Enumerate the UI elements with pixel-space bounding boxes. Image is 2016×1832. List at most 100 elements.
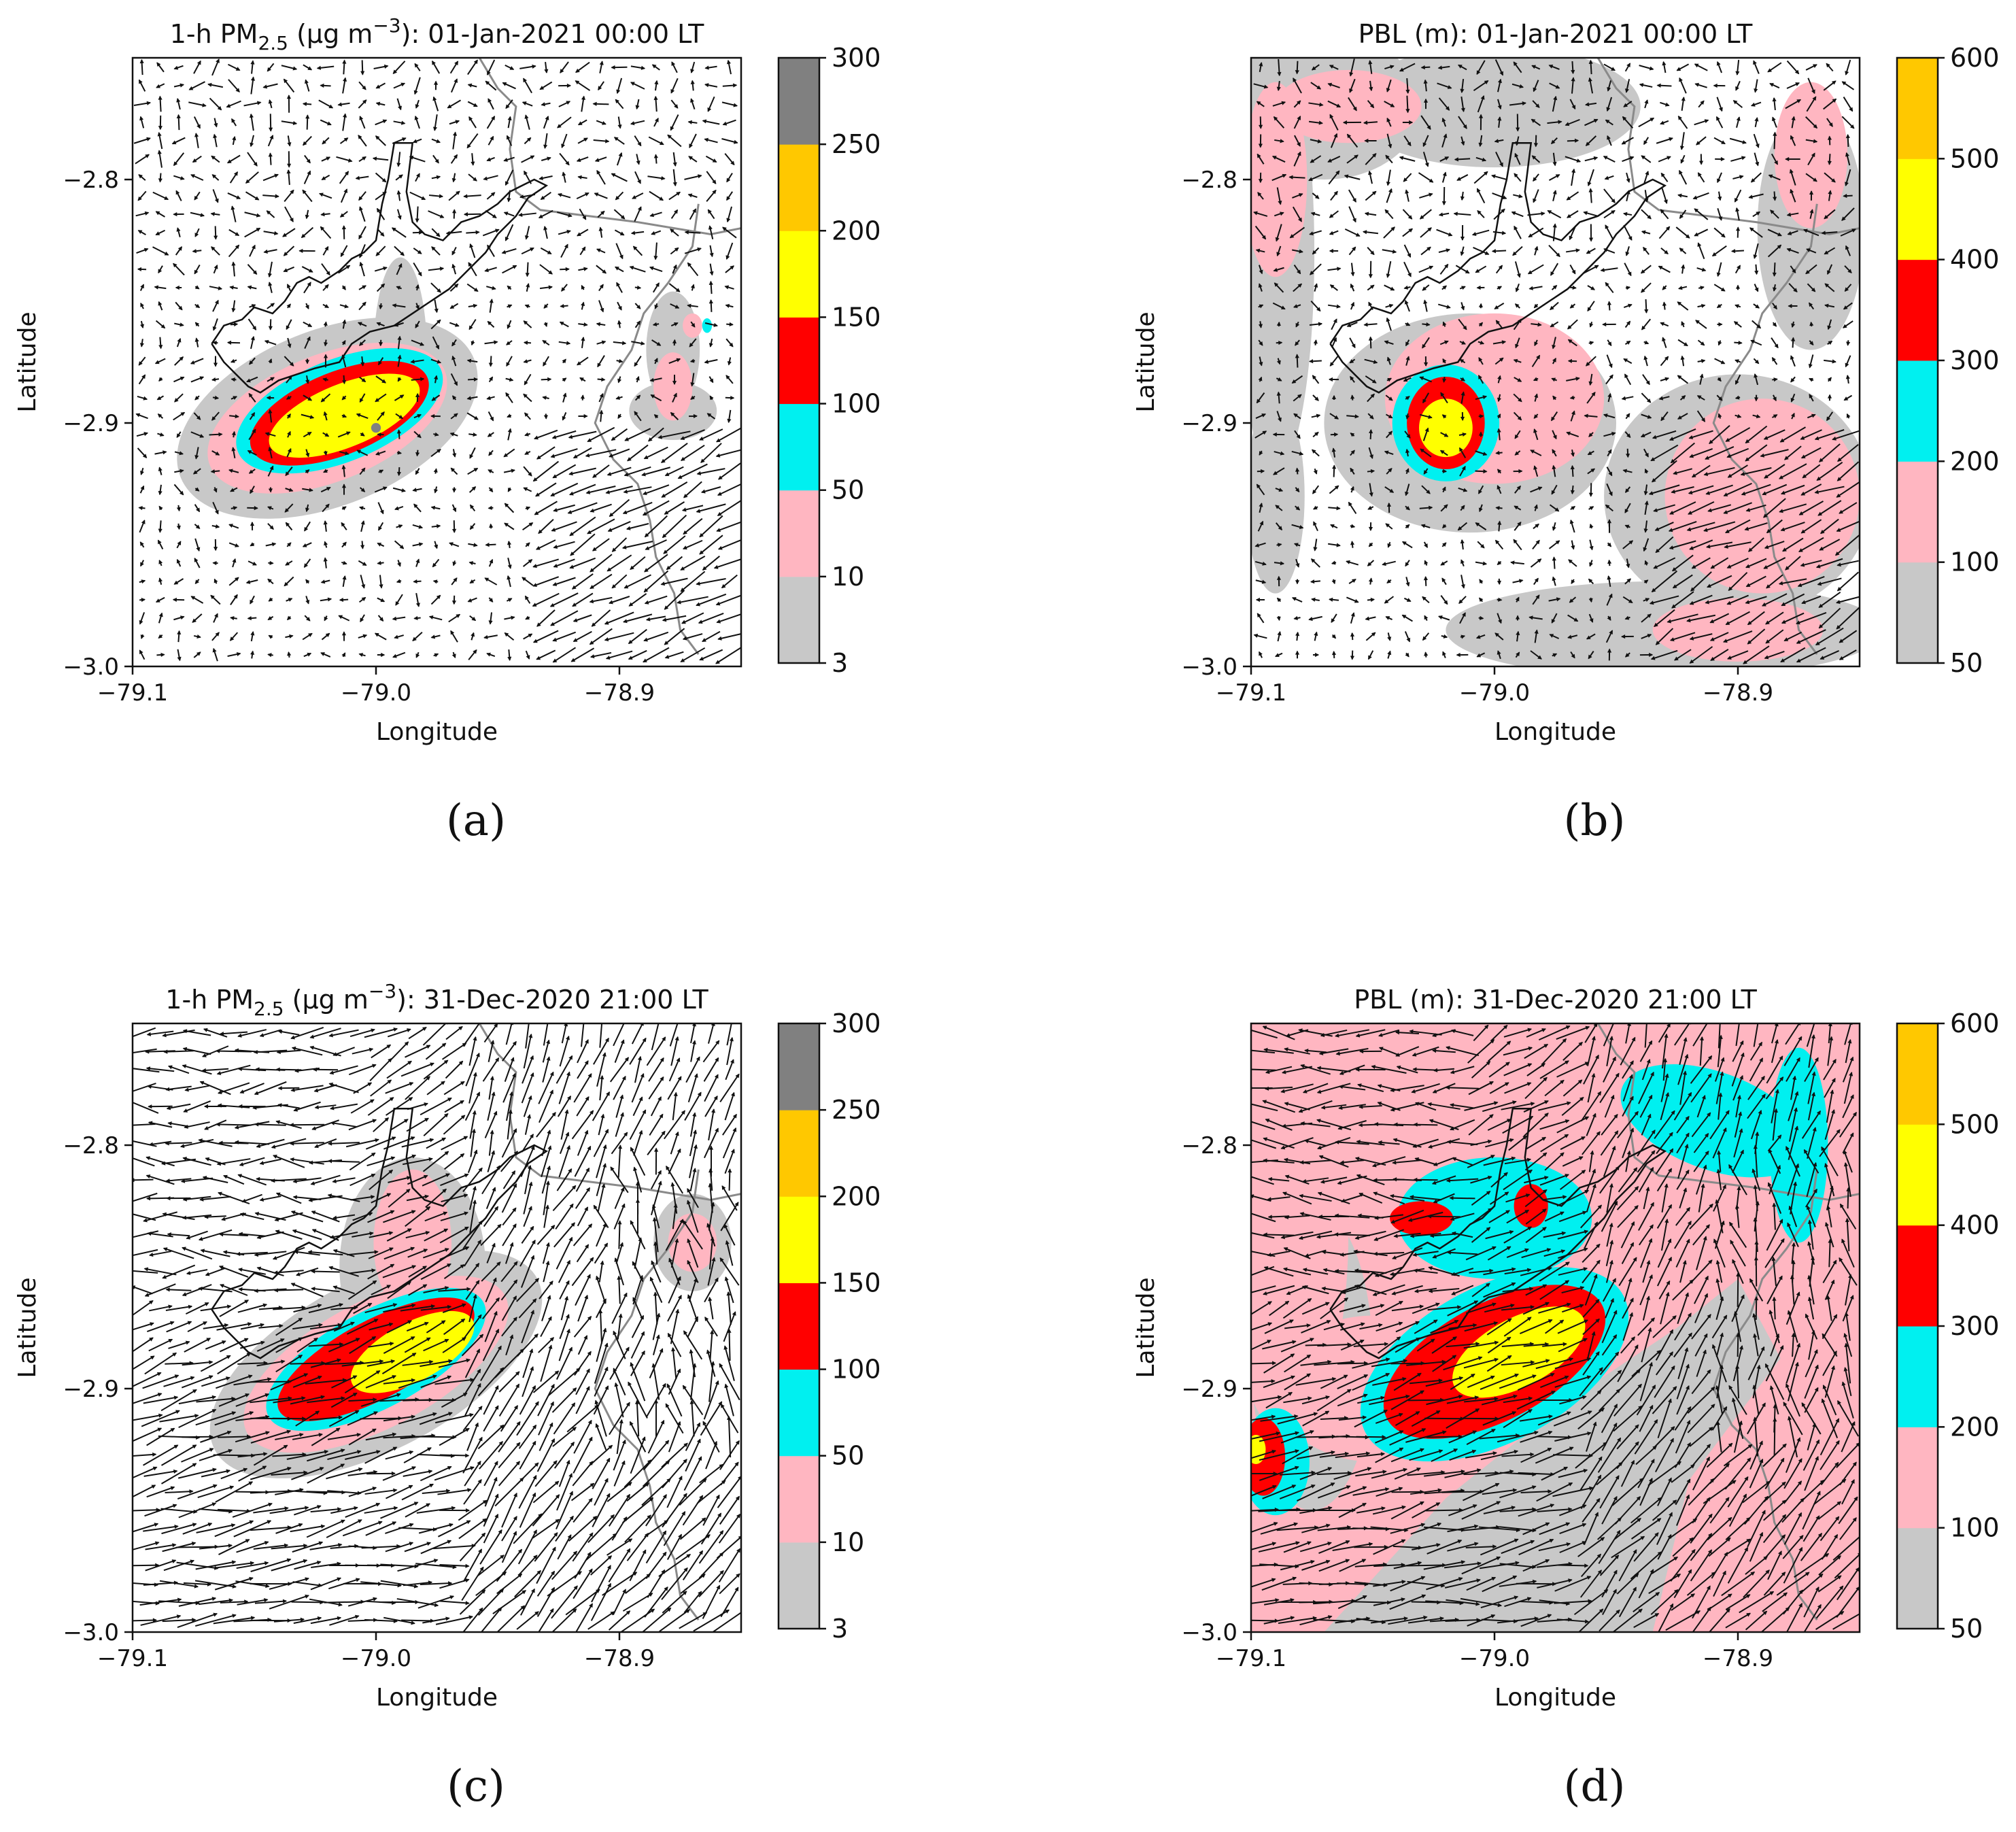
y-tick-label: −2.8 xyxy=(1181,1132,1237,1159)
contour-region xyxy=(1397,1157,1592,1279)
y-axis-label: Latitude xyxy=(14,311,41,412)
colorbar-tick-label: 100 xyxy=(1950,547,2000,577)
panel-a-chart: −79.1 −79.0 −78.9 −3.0 −2.9 −2.8 Longitude Lati… xyxy=(14,14,881,746)
contour-region xyxy=(1419,398,1473,458)
y-tick-label: −3.0 xyxy=(63,654,119,681)
field-layer xyxy=(133,58,741,664)
colorbar-segment xyxy=(1897,1225,1938,1327)
city-outline xyxy=(1329,1108,1667,1359)
x-tick-label: −78.9 xyxy=(1703,679,1773,707)
colorbar-tick-label: 50 xyxy=(1950,1614,1983,1644)
contour-region xyxy=(1786,1389,1860,1584)
city-outline xyxy=(1329,142,1667,394)
city-outline xyxy=(211,142,549,394)
y-tick-label: −2.8 xyxy=(63,1132,119,1159)
x-tick-label: −79.1 xyxy=(1216,1645,1286,1672)
y-tick-label: −2.9 xyxy=(63,410,119,437)
panel-title: 1-h PM2.5 (µg m−3): 01-Jan-2021 00:00 LT xyxy=(170,14,704,54)
panel-title: PBL (m): 31-Dec-2020 21:00 LT xyxy=(1354,985,1757,1015)
y-axis-label: Latitude xyxy=(1132,1277,1160,1378)
colorbar-tick-label: 400 xyxy=(1950,245,2000,275)
colorbar-tick-label: 100 xyxy=(832,389,881,419)
plot-frame xyxy=(1250,1022,1861,1633)
contour-region xyxy=(702,318,713,333)
colorbar-frame xyxy=(777,56,821,664)
colorbar-segment xyxy=(1897,1326,1938,1427)
contour-region xyxy=(1664,398,1860,594)
y-tick-label: −3.0 xyxy=(63,1619,119,1646)
colorbar-segment xyxy=(1897,1023,1938,1125)
colorbar-segment xyxy=(1897,360,1938,462)
colorbar-segment xyxy=(779,144,819,231)
x-tick-label: −79.0 xyxy=(1459,1645,1530,1672)
plot-frame xyxy=(1250,56,1861,668)
colorbar-tick-label: 10 xyxy=(832,562,864,592)
x-tick-label: −78.9 xyxy=(1703,1645,1773,1672)
y-tick-label: −2.9 xyxy=(1181,1376,1237,1403)
colorbar-segment xyxy=(779,231,819,318)
x-axis-label: Longitude xyxy=(376,1684,498,1712)
province-border xyxy=(1596,1023,1860,1202)
contour-region xyxy=(1452,1306,1586,1398)
colorbar-tick-label: 300 xyxy=(1950,345,2000,375)
panel-a-caption: (a) xyxy=(445,796,507,846)
colorbar-segment xyxy=(779,1196,819,1283)
x-tick-label: −79.1 xyxy=(97,679,168,707)
y-tick-label: −2.8 xyxy=(63,167,119,194)
colorbar-segment xyxy=(779,58,819,145)
contour-region xyxy=(1769,1047,1828,1243)
colorbar-segment xyxy=(779,1023,819,1110)
panel-c-caption: (c) xyxy=(447,1761,505,1812)
colorbar-segment xyxy=(779,576,819,664)
wind-vectors xyxy=(133,1023,741,1632)
x-tick-label: −79.1 xyxy=(1216,679,1286,707)
x-tick-label: −79.0 xyxy=(1459,679,1530,707)
colorbar-segment xyxy=(1897,461,1938,563)
wind-vectors xyxy=(133,58,741,664)
colorbar-tick-label: 100 xyxy=(1950,1513,2000,1543)
colorbar-segment xyxy=(779,1369,819,1457)
colorbar-tick-label: 300 xyxy=(832,1008,881,1038)
wind-vectors xyxy=(1253,58,1860,664)
contour-region xyxy=(1251,82,1308,277)
colorbar-segment xyxy=(779,1110,819,1197)
province-border xyxy=(594,203,700,655)
colorbar-segment xyxy=(1897,1527,1938,1629)
y-axis-label: Latitude xyxy=(1132,311,1160,412)
colorbar-tick-label: 250 xyxy=(832,129,881,159)
x-tick-label: −79.0 xyxy=(341,679,411,707)
colorbar-segment xyxy=(1897,58,1938,159)
contour-region xyxy=(371,423,381,433)
colorbar-tick-label: 50 xyxy=(832,475,864,505)
colorbar-segment xyxy=(779,490,819,577)
colorbar-tick-label: 500 xyxy=(1950,1109,2000,1139)
y-tick-label: −2.9 xyxy=(1181,410,1237,437)
colorbar-tick-label: 3 xyxy=(832,648,848,678)
colorbar-tick-label: 250 xyxy=(832,1095,881,1125)
colorbar-segment xyxy=(779,1455,819,1543)
x-tick-label: −78.9 xyxy=(584,679,655,707)
colorbar-tick-label: 50 xyxy=(1950,648,1983,678)
field-layer xyxy=(1251,1023,1860,1632)
contour-region xyxy=(1251,398,1305,594)
colorbar-tick-label: 200 xyxy=(832,216,881,245)
colorbar-tick-label: 600 xyxy=(1950,43,2000,73)
colorbar-tick-label: 150 xyxy=(832,302,881,332)
field-layer xyxy=(1251,58,1860,666)
province-border xyxy=(1712,1169,1818,1621)
contour-region xyxy=(1514,1184,1548,1228)
colorbar-tick-label: 500 xyxy=(1950,143,2000,173)
y-axis-label: Latitude xyxy=(14,1277,41,1378)
x-tick-label: −79.1 xyxy=(97,1645,168,1672)
colorbar-tick-label: 50 xyxy=(832,1441,864,1471)
colorbar-tick-label: 200 xyxy=(1950,1412,2000,1442)
x-tick-label: −79.0 xyxy=(341,1645,411,1672)
contour-region xyxy=(1275,69,1422,143)
colorbar-frame xyxy=(777,1022,821,1630)
panel-title: 1-h PM2.5 (µg m−3): 31-Dec-2020 21:00 LT xyxy=(165,980,708,1020)
contour-region xyxy=(1620,1064,1807,1178)
colorbar-segment xyxy=(1897,562,1938,664)
colorbar-segment xyxy=(779,317,819,405)
panel-b-caption: (b) xyxy=(1563,796,1626,846)
contour-region xyxy=(668,1213,717,1272)
